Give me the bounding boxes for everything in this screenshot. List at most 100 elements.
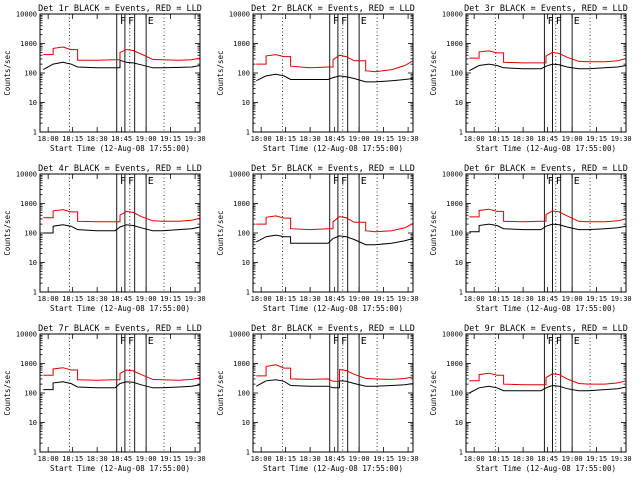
x-tick-label: 18:00 (251, 295, 272, 303)
y-tick-label: 1 (33, 449, 37, 457)
panel-title: Det 7r BLACK = Events, RED = LLD (38, 324, 202, 334)
y-tick-label: 10000 (16, 171, 37, 179)
flag-label: F (120, 16, 126, 27)
series-line-lld (43, 209, 201, 223)
series-line-lld (43, 367, 201, 381)
detector-panel-8: Det 8r BLACK = Events, RED = LLD Counts/s… (216, 324, 419, 473)
x-tick-label: 19:15 (160, 135, 181, 143)
x-tick-label: 19:30 (611, 135, 632, 143)
x-axis-label: Start Time (12-Aug-08 17:55:00) (50, 144, 190, 153)
series-line-events (256, 379, 414, 389)
series-line-events (43, 381, 201, 391)
y-tick-label: 100 (237, 230, 250, 238)
x-tick-label: 18:00 (464, 295, 485, 303)
y-axis-label: Counts/sec (429, 210, 438, 255)
panel-title: Det 4r BLACK = Events, RED = LLD (38, 164, 202, 174)
plot-frame (252, 333, 414, 453)
y-tick-label: 1000 (233, 200, 250, 208)
x-tick-label: 18:15 (62, 295, 83, 303)
y-axis-label: Counts/sec (216, 50, 225, 95)
x-tick-label: 19:15 (160, 295, 181, 303)
y-tick-label: 1000 (446, 200, 463, 208)
x-tick-label: 18:00 (251, 455, 272, 463)
plot-frame (465, 173, 627, 293)
plot-frame (252, 173, 414, 293)
flag-label: E (361, 16, 367, 27)
x-tick-label: 19:30 (398, 135, 419, 143)
x-tick-label: 19:00 (136, 135, 157, 143)
y-tick-label: 10 (242, 419, 250, 427)
panel-title: Det 8r BLACK = Events, RED = LLD (251, 324, 415, 334)
x-tick-label: 19:30 (611, 455, 632, 463)
x-tick-label: 18:45 (324, 135, 345, 143)
series-line-lld (469, 50, 627, 64)
panel-title: Det 1r BLACK = Events, RED = LLD (38, 4, 202, 14)
x-tick-label: 18:15 (275, 135, 296, 143)
y-tick-label: 100 (24, 70, 37, 78)
x-tick-label: 19:15 (586, 455, 607, 463)
series-line-events (256, 73, 414, 83)
y-axis-label: Counts/sec (429, 50, 438, 95)
x-axis-label: Start Time (12-Aug-08 17:55:00) (50, 464, 190, 473)
x-tick-label: 18:00 (464, 135, 485, 143)
x-tick-label: 19:15 (586, 135, 607, 143)
plot-frame (252, 13, 414, 133)
y-tick-label: 100 (450, 230, 463, 238)
y-tick-label: 100 (24, 390, 37, 398)
flag-label: F (548, 176, 554, 187)
panel-title: Det 9r BLACK = Events, RED = LLD (464, 324, 628, 334)
x-tick-label: 19:30 (611, 295, 632, 303)
x-tick-label: 18:15 (62, 455, 83, 463)
y-tick-label: 10000 (16, 11, 37, 19)
detector-panel-4: Det 4r BLACK = Events, RED = LLD Counts/s… (3, 164, 206, 313)
series-line-lld (469, 208, 627, 223)
flag-label: E (361, 176, 367, 187)
flag-label: E (148, 336, 154, 347)
y-tick-label: 10000 (442, 171, 463, 179)
plot-frame (39, 13, 201, 133)
plot-frame (465, 333, 627, 453)
x-tick-label: 19:00 (349, 455, 370, 463)
y-tick-label: 1 (33, 289, 37, 297)
series-line-lld (256, 215, 414, 233)
y-tick-label: 1 (33, 129, 37, 137)
y-tick-label: 10 (242, 99, 250, 107)
detector-panel-5: Det 5r BLACK = Events, RED = LLD Counts/s… (216, 164, 419, 313)
x-tick-label: 18:15 (275, 455, 296, 463)
y-tick-label: 100 (450, 390, 463, 398)
flag-label: F (333, 16, 339, 27)
x-tick-label: 18:45 (324, 455, 345, 463)
detector-panel-6: Det 6r BLACK = Events, RED = LLD Counts/s… (429, 164, 632, 313)
series-line-events (43, 59, 201, 71)
x-tick-label: 18:00 (464, 455, 485, 463)
flag-label: F (128, 176, 134, 187)
flag-label: F (333, 336, 339, 347)
x-tick-label: 18:15 (275, 295, 296, 303)
y-tick-label: 1000 (20, 200, 37, 208)
x-tick-label: 18:00 (251, 135, 272, 143)
y-tick-label: 1000 (233, 40, 250, 48)
detector-panel-9: Det 9r BLACK = Events, RED = LLD Counts/s… (429, 324, 632, 473)
y-tick-label: 10 (29, 259, 37, 267)
flag-label: F (120, 336, 126, 347)
x-tick-label: 18:45 (537, 135, 558, 143)
x-tick-label: 19:00 (562, 455, 583, 463)
x-tick-label: 18:30 (513, 295, 534, 303)
y-axis-label: Counts/sec (216, 370, 225, 415)
y-tick-label: 10000 (442, 11, 463, 19)
x-tick-label: 19:30 (185, 135, 206, 143)
detector-panel-7: Det 7r BLACK = Events, RED = LLD Counts/s… (3, 324, 206, 473)
plot-frame (39, 173, 201, 293)
x-axis-label: Start Time (12-Aug-08 17:55:00) (263, 464, 403, 473)
x-tick-label: 18:00 (38, 135, 59, 143)
y-tick-label: 10 (455, 99, 463, 107)
detector-panel-1: Det 1r BLACK = Events, RED = LLD Counts/s… (3, 4, 206, 153)
x-tick-label: 19:30 (185, 455, 206, 463)
x-tick-label: 18:15 (488, 135, 509, 143)
x-tick-label: 19:00 (136, 455, 157, 463)
x-tick-label: 18:30 (87, 455, 108, 463)
panel-title: Det 3r BLACK = Events, RED = LLD (464, 4, 628, 14)
y-tick-label: 1 (459, 289, 463, 297)
x-tick-label: 18:30 (513, 455, 534, 463)
